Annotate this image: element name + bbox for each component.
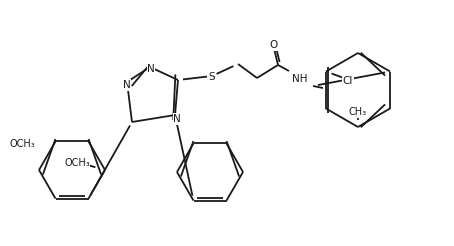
Text: N: N — [147, 64, 155, 74]
Text: CH₃: CH₃ — [349, 107, 367, 117]
Text: O: O — [269, 40, 277, 50]
Text: OCH₃: OCH₃ — [9, 139, 35, 149]
Text: S: S — [209, 72, 215, 82]
Text: N: N — [123, 80, 131, 90]
Text: NH: NH — [292, 74, 308, 84]
Text: OCH₃: OCH₃ — [64, 158, 90, 168]
Text: N: N — [173, 114, 181, 124]
Text: Cl: Cl — [343, 76, 353, 86]
